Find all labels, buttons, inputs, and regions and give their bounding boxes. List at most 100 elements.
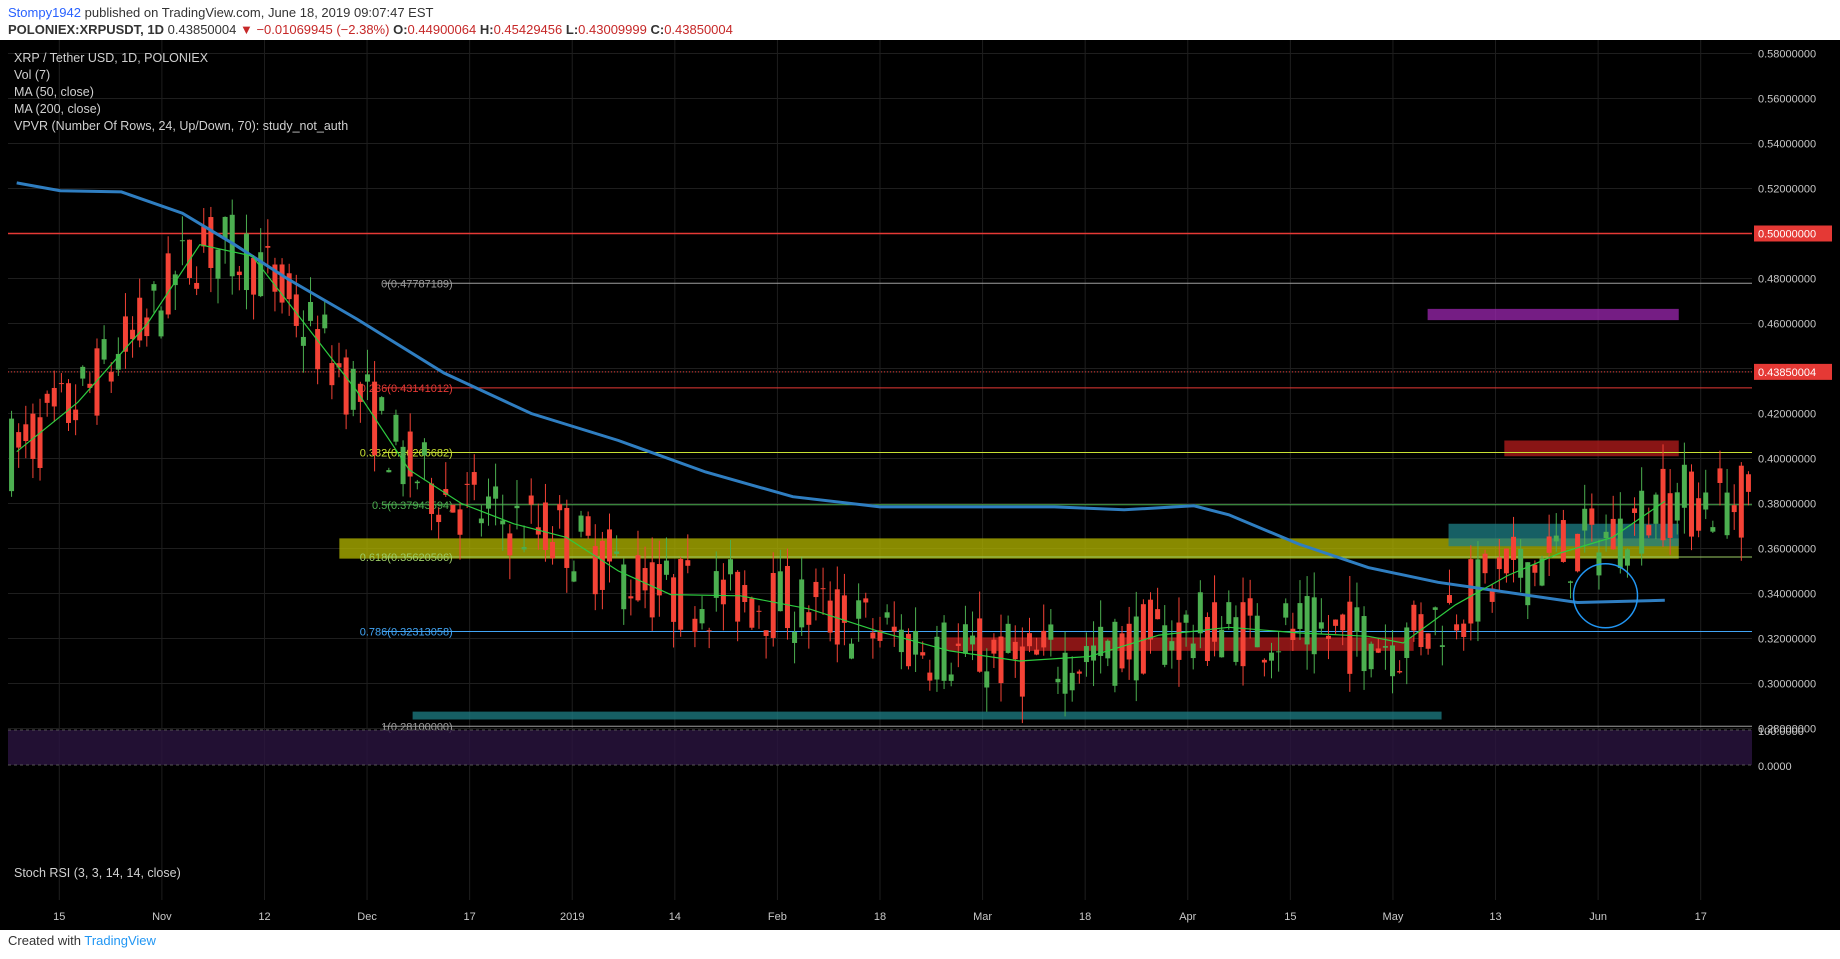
price-axis-tick: 0.56000000 [1758,94,1816,106]
candle-body [400,446,406,485]
fib-level-label: 0(0.47787189) [381,278,453,290]
candle-body [58,383,64,385]
candle-body [1261,659,1267,663]
candle-body [1169,641,1175,651]
candle-body [1632,508,1638,513]
candle-body [1333,619,1339,626]
tradingview-logo-text[interactable]: TradingView [84,933,156,948]
candle-body [1653,494,1659,524]
candle-body [1660,468,1666,541]
price-axis-tick: 0.38000000 [1758,499,1816,511]
high-value: 0.45429456 [493,22,563,37]
time-axis-tick: 17 [464,911,476,923]
candle-body [1019,646,1025,697]
time-axis-tick: 15 [1284,911,1296,923]
candle-body [1247,598,1253,616]
candle-body [386,470,392,473]
price-axis-tick: 0.58000000 [1758,49,1816,61]
candle-body [628,596,634,599]
candle-body [592,546,598,595]
candle-body [1091,645,1097,661]
fib-level-label: 0.382(0.40266682) [360,447,453,459]
price-chart[interactable]: 0(0.47787189) 0.236(0.43141012) 0.382(0.40… [0,40,1840,930]
candle-body [1446,595,1452,603]
candle-body [51,387,57,407]
chart-area[interactable]: 0(0.47787189) 0.236(0.43141012) 0.382(0.40… [0,40,1840,930]
time-axis-tick: Feb [768,911,787,923]
legend-title: XRP / Tether USD, 1D, POLONIEX [14,51,209,65]
candle-body [614,551,620,554]
candle-body [1012,641,1018,660]
candle-body [970,635,976,645]
candle-body [379,397,385,411]
time-axis-tick: Dec [357,911,377,923]
candle-body [1532,564,1538,573]
candle-body [955,643,961,646]
time-axis-tick: 17 [1695,911,1707,923]
price-axis-tick: 0.40000000 [1758,454,1816,466]
candle-body [1112,621,1118,686]
candle-body [1148,599,1153,640]
candle-body [308,301,314,321]
candle-body [1646,524,1652,536]
candle-body [236,271,242,276]
created-with-text: Created with [8,933,81,948]
candle-body [30,413,36,459]
candle-body [1475,559,1481,622]
candle-body [1361,616,1367,672]
candle-body [578,515,584,532]
candle-body [1511,536,1517,560]
candle-body [1311,597,1317,655]
publish-line: Stompy1942 published on TradingView.com,… [8,5,433,20]
candle-body [265,246,271,248]
candle-body [222,216,228,240]
candle-body [1062,652,1068,694]
legend-vol: Vol (7) [14,68,51,82]
candle-body [1703,492,1709,510]
candle-body [1304,596,1310,645]
candle-body [1454,624,1460,631]
candle-body [713,571,719,598]
price-axis-tick: 0.48000000 [1758,274,1816,286]
candle-body [251,257,257,295]
candle-body [507,533,513,556]
candle-body [649,562,655,618]
candle-body [920,652,926,656]
candle-body [1133,616,1139,681]
candle-body [1155,609,1161,620]
price-axis-tick: 0.54000000 [1758,139,1816,151]
candle-body [73,409,79,421]
candle-body [450,504,456,513]
candle-body [315,329,321,370]
published-text: published on TradingView.com, June 18, 2… [84,5,434,20]
candle-body [1069,672,1075,691]
candle-body [1560,520,1566,562]
last-price: 0.43850004 [167,22,237,37]
candle-body [137,297,143,341]
candle-body [749,598,755,628]
time-axis-tick: 18 [874,911,886,923]
candle-body [514,505,520,509]
candle-body [293,294,299,326]
candle-body [542,502,548,550]
candle-body [23,424,29,442]
candle-body [1098,626,1104,656]
candle-body [1368,643,1374,670]
price-axis-tick: 0.42000000 [1758,409,1816,421]
candle-body [770,572,776,638]
author-link[interactable]: Stompy1942 [8,5,81,20]
candle-body [1397,671,1403,673]
candle-body [144,317,150,337]
candle-body [300,336,306,346]
candle-body [991,639,997,654]
candle-body [528,495,534,505]
candle-body [1689,471,1694,537]
time-axis-tick: Apr [1179,911,1196,923]
candle-body [1197,592,1203,634]
candle-body [663,560,669,575]
candle-body [1325,635,1331,639]
candle-body [1382,646,1388,648]
candle-body [194,282,200,289]
time-axis-tick: Nov [152,911,172,923]
candle-body [115,353,121,370]
